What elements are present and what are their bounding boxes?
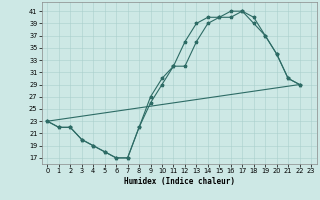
X-axis label: Humidex (Indice chaleur): Humidex (Indice chaleur) — [124, 177, 235, 186]
